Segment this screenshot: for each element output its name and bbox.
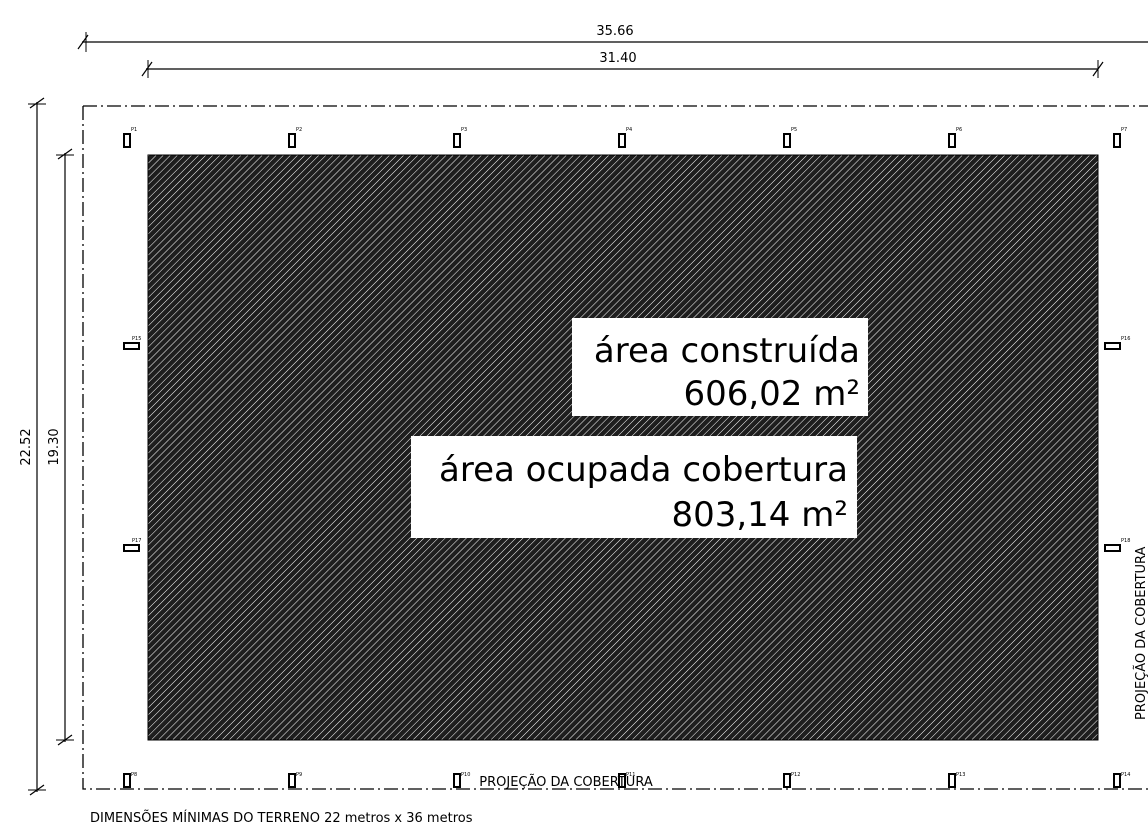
pillar-p18: P18 — [1104, 538, 1130, 552]
pillar-label: P15 — [132, 336, 141, 342]
pillar-shape — [123, 342, 140, 350]
inner-width-dimension: 31.40 — [141, 51, 1104, 78]
pillar-p12: P12 — [783, 772, 800, 788]
pillar-label: P17 — [132, 538, 141, 544]
pillar-label: P16 — [1121, 336, 1130, 342]
pillar-shape — [123, 544, 140, 552]
pillar-shape — [783, 133, 791, 148]
pillar-label: P11 — [626, 772, 635, 778]
pillar-label: P9 — [296, 772, 302, 778]
pillar-p5: P5 — [783, 127, 797, 148]
pillar-p11: P11 — [618, 772, 635, 788]
inner-height-label: 19.30 — [47, 428, 62, 465]
pillar-label: P14 — [1121, 772, 1130, 778]
inner-width-label: 31.40 — [599, 51, 636, 66]
inner-height-dimension: 19.30 — [47, 148, 74, 746]
pillar-label: P2 — [296, 127, 302, 133]
pillar-label: P4 — [626, 127, 632, 133]
pillar-p9: P9 — [288, 772, 302, 788]
pillar-label: P1 — [131, 127, 137, 133]
pillar-p14: P14 — [1113, 772, 1130, 788]
outer-width-dimension: 35.66 — [77, 24, 1148, 52]
pillar-shape — [123, 133, 131, 148]
pillar-p8: P8 — [123, 772, 137, 788]
pillar-shape — [453, 133, 461, 148]
pillar-label: P8 — [131, 772, 137, 778]
pillar-label: P10 — [461, 772, 470, 778]
pillar-p1: P1 — [123, 127, 137, 148]
outer-height-label: 22.52 — [19, 428, 34, 465]
outer-width-label: 35.66 — [596, 24, 633, 39]
pillar-shape — [948, 773, 956, 788]
pillar-shape — [618, 133, 626, 148]
pillar-p17: P17 — [123, 538, 141, 552]
pillar-shape — [123, 773, 131, 788]
pillar-shape — [1104, 342, 1121, 350]
built-area-box: área construída 606,02 m² — [572, 318, 868, 416]
outer-height-dimension: 22.52 — [19, 97, 46, 796]
pillar-p16: P16 — [1104, 336, 1130, 350]
pillar-p6: P6 — [948, 127, 962, 148]
built-area-value: 606,02 m² — [683, 374, 860, 414]
pillars: P1 P2 P3 P4 P5 P6 P7 P8 P9 P10 P11 P12 P13 P14 P15 P17 P… — [123, 127, 1130, 788]
pillar-shape — [453, 773, 461, 788]
pillar-label: P18 — [1121, 538, 1130, 544]
pillar-shape — [1113, 133, 1121, 148]
pillar-p13: P13 — [948, 772, 965, 788]
pillar-shape — [1104, 544, 1121, 552]
built-area-label: área construída — [594, 331, 860, 371]
footer-note: DIMENSÕES MÍNIMAS DO TERRENO 22 metros x… — [90, 810, 473, 826]
pillar-p4: P4 — [618, 127, 632, 148]
pillar-label: P6 — [956, 127, 962, 133]
pillar-p3: P3 — [453, 127, 467, 148]
pillar-label: P3 — [461, 127, 467, 133]
pillar-p7: P7 — [1113, 127, 1127, 148]
pillar-label: P13 — [956, 772, 965, 778]
pillar-label: P7 — [1121, 127, 1127, 133]
pillar-shape — [618, 773, 626, 788]
roof-area-label: área ocupada cobertura — [439, 450, 848, 490]
roof-projection-bottom-label: PROJEÇÃO DA COBERTURA — [479, 774, 653, 790]
pillar-p10: P10 — [453, 772, 470, 788]
pillar-shape — [948, 133, 956, 148]
pillar-shape — [1113, 773, 1121, 788]
roof-projection-boundary — [82, 105, 1148, 790]
pillar-label: P5 — [791, 127, 797, 133]
pillar-p15: P15 — [123, 336, 141, 350]
pillar-shape — [288, 773, 296, 788]
pillar-shape — [288, 133, 296, 148]
pillar-p2: P2 — [288, 127, 302, 148]
roof-projection-side-label: PROJEÇÃO DA COBERTURA — [1133, 546, 1148, 720]
roof-area-value: 803,14 m² — [671, 495, 848, 535]
pillar-label: P12 — [791, 772, 800, 778]
pillar-shape — [783, 773, 791, 788]
roof-area-box: área ocupada cobertura 803,14 m² — [411, 436, 857, 538]
